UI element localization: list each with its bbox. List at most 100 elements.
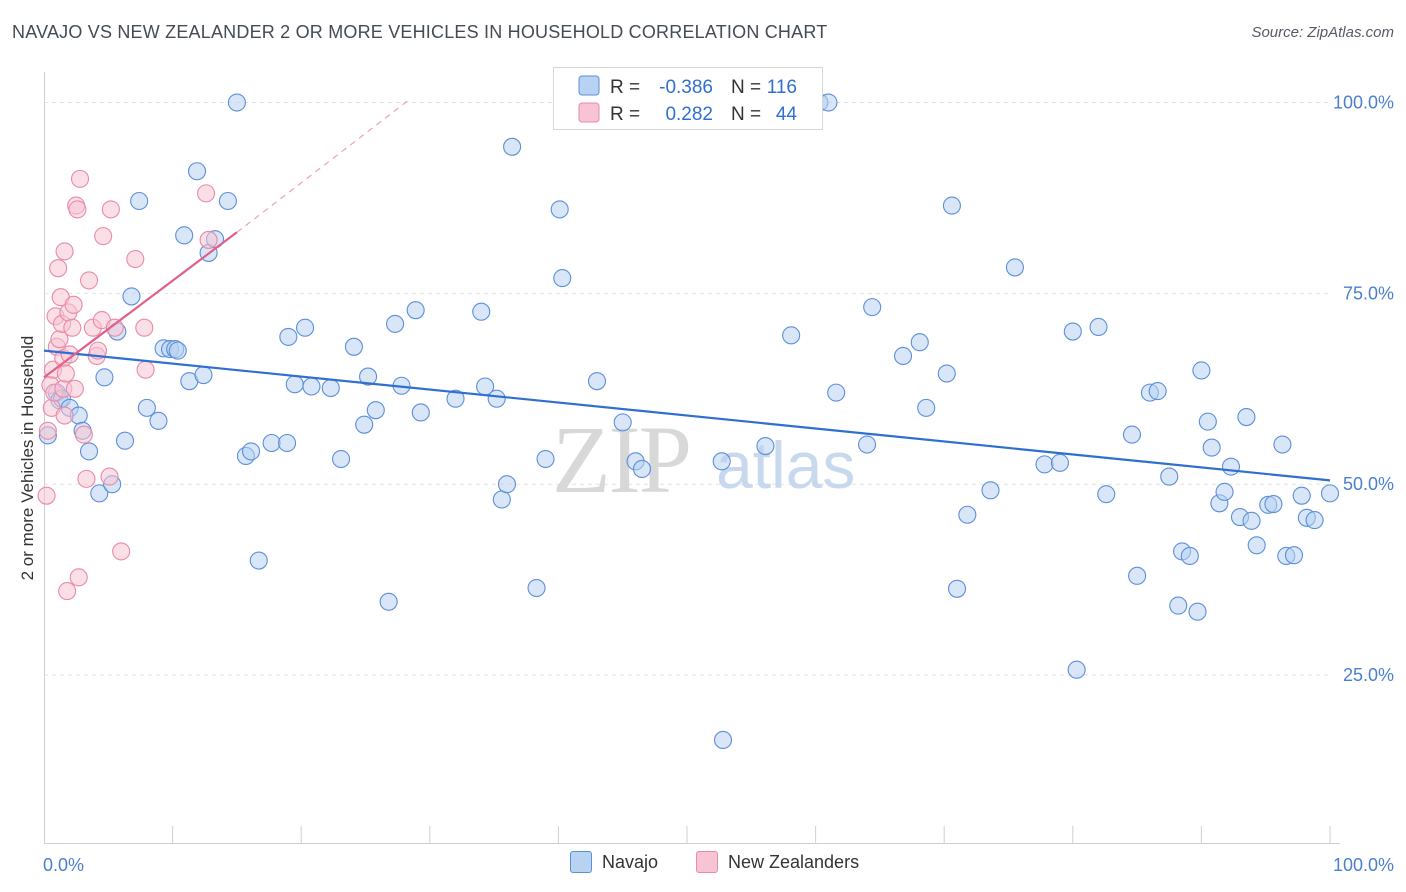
navajo-point xyxy=(95,368,114,387)
y-axis-label: 2 or more Vehicles in Household xyxy=(18,336,37,581)
navajo-point xyxy=(359,367,378,386)
nz-point xyxy=(37,486,56,505)
navajo-point xyxy=(115,431,135,450)
navajo-point xyxy=(948,579,967,598)
navajo-point xyxy=(527,578,546,598)
navajo-point xyxy=(942,196,961,215)
nz-point xyxy=(196,184,216,203)
nz-point xyxy=(112,542,131,561)
nz-point xyxy=(94,227,113,246)
navajo-point xyxy=(1148,382,1167,401)
bottom-legend-label-nz: New Zealanders xyxy=(728,851,860,872)
nz-point xyxy=(100,467,119,486)
navajo-point xyxy=(168,341,187,360)
bottom-legend-swatch-navajo xyxy=(570,851,592,873)
navajo-point xyxy=(249,551,268,570)
navajo-point xyxy=(1097,485,1116,504)
navajo-point xyxy=(497,475,517,494)
navajo-point xyxy=(713,730,733,749)
x-tick-label-max: 100.0% xyxy=(1333,855,1394,875)
navajo-point xyxy=(613,413,632,432)
navajo-point xyxy=(355,415,374,434)
navajo-point xyxy=(1050,453,1069,472)
navajo-point xyxy=(1215,482,1234,501)
navajo-point xyxy=(503,137,522,156)
gridlines xyxy=(44,102,1330,676)
navajo-point xyxy=(1247,536,1266,555)
nz-point xyxy=(105,318,124,337)
navajo-point xyxy=(137,398,156,417)
navajo-point xyxy=(446,389,465,408)
navajo-point xyxy=(1237,407,1256,427)
y-tick-label-50: 50.0% xyxy=(1343,474,1394,494)
navajo-point xyxy=(1242,511,1261,530)
navajo-trend-line xyxy=(43,349,1331,482)
nz-point xyxy=(70,169,90,188)
navajo-point xyxy=(1063,322,1082,341)
navajo-point xyxy=(1284,546,1304,565)
nz-point xyxy=(77,469,96,488)
y-tick-label-75: 75.0% xyxy=(1343,283,1394,303)
navajo-point xyxy=(262,433,281,453)
nz-point xyxy=(101,200,120,219)
nz-trend-line-extended xyxy=(236,98,411,233)
navajo-point xyxy=(492,490,511,509)
navajo-point xyxy=(1198,412,1217,431)
nz-point xyxy=(136,360,155,379)
navajo-point xyxy=(782,326,801,345)
nz-point xyxy=(63,318,82,337)
trend-lines xyxy=(43,98,1331,482)
navajo-point xyxy=(1128,566,1147,585)
navajo-point xyxy=(379,592,398,611)
navajo-point xyxy=(302,377,321,396)
x-tick-label-min: 0.0% xyxy=(43,855,84,875)
nz-point xyxy=(55,406,74,425)
source-label: Source: ZipAtlas.com xyxy=(1251,24,1394,41)
navajo-point xyxy=(79,442,99,461)
navajo-point xyxy=(321,378,340,398)
bottom-legend-nz: New Zealanders xyxy=(696,851,859,873)
legend-r-label-nz: R = xyxy=(610,104,640,125)
nz-trend-line xyxy=(43,231,238,379)
navajo-point xyxy=(122,287,141,306)
navajo-point xyxy=(893,346,913,366)
legend-n-label-navajo: N = xyxy=(731,77,761,98)
navajo-point xyxy=(1320,484,1340,503)
navajo-point xyxy=(536,449,555,469)
legend-n-value-navajo: 116 xyxy=(767,77,797,98)
legend-swatch-nz xyxy=(578,102,600,123)
navajo-point xyxy=(279,327,298,346)
nz-point xyxy=(74,425,93,444)
navajo-point xyxy=(1292,486,1311,505)
navajo-point xyxy=(296,318,315,337)
navajo-point xyxy=(1273,435,1292,454)
navajo-point xyxy=(366,401,385,420)
navajo-point xyxy=(187,162,207,181)
watermark-atlas: atlas xyxy=(716,428,855,502)
navajo-point xyxy=(756,436,775,456)
navajo-point xyxy=(285,375,304,394)
navajo-point xyxy=(487,389,506,408)
navajo-point xyxy=(587,372,607,391)
navajo-point xyxy=(149,411,168,430)
navajo-point xyxy=(937,364,956,383)
navajo-point xyxy=(332,449,351,469)
legend-n-value-nz: 44 xyxy=(776,104,798,125)
navajo-point xyxy=(1264,495,1283,514)
legend-r-label-navajo: R = xyxy=(610,77,640,98)
navajo-point xyxy=(1202,438,1221,457)
nz-point xyxy=(65,379,84,398)
nz-point xyxy=(79,271,99,290)
navajo-point xyxy=(241,442,261,461)
legend-r-value-nz: 0.282 xyxy=(665,104,713,125)
navajo-point xyxy=(981,481,1000,500)
navajo-point xyxy=(1122,425,1142,444)
navajo-point xyxy=(1188,602,1207,621)
nz-point xyxy=(64,295,83,314)
watermark: ZIP atlas xyxy=(552,406,855,513)
nz-point xyxy=(49,259,68,278)
nz-point xyxy=(56,364,75,383)
y-tick-label-100: 100.0% xyxy=(1333,93,1394,113)
navajo-point xyxy=(344,337,363,356)
